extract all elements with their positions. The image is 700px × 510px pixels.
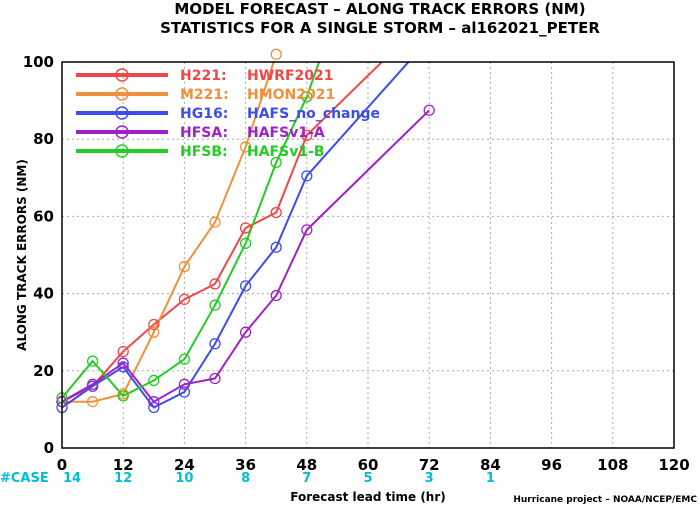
case-count: 1 [486, 471, 495, 486]
legend-name: H221: [180, 68, 227, 84]
legend-marker [115, 87, 129, 101]
data-point [239, 237, 252, 250]
data-point [178, 386, 191, 398]
plot-frame [61, 61, 675, 449]
data-point [209, 372, 221, 385]
legend-marker [115, 106, 129, 120]
legend-desc: HAFSv1-A [247, 125, 325, 141]
x-tick-label: 48 [296, 456, 317, 474]
data-point [209, 216, 221, 228]
data-point [148, 318, 160, 331]
case-count: 7 [302, 471, 311, 486]
x-tick-label: 60 [358, 456, 379, 474]
x-tick-label: 36 [235, 456, 256, 474]
case-count: 5 [363, 471, 372, 486]
data-point [301, 129, 313, 141]
y-tick-label: 60 [33, 207, 54, 225]
data-point [148, 374, 160, 387]
series-line [62, 62, 384, 403]
y-axis-label: ALONG TRACK ERRORS (NM) [15, 159, 29, 351]
data-point [86, 378, 99, 390]
data-point [239, 141, 252, 153]
data-point [178, 353, 191, 365]
data-point [209, 299, 221, 311]
data-point [178, 293, 191, 306]
data-markers [56, 48, 435, 414]
data-point [117, 345, 129, 358]
x-tick-label: 72 [419, 456, 440, 474]
series-line [62, 62, 275, 403]
data-point [117, 357, 129, 369]
legend: H221: HWRF2021 M221: HMON2021 HG16: HAFS_no_c… [76, 68, 380, 160]
legend-marker [115, 144, 129, 158]
y-tick-label: 20 [33, 362, 54, 380]
axis-ticks: 0 12 24 36 48 60 72 84 96 108 120 0 20 40 60 80 100 [23, 53, 690, 474]
case-count: 14 [63, 471, 81, 486]
x-tick-label: 96 [541, 456, 562, 474]
legend-name: M221: [180, 87, 229, 103]
x-tick-label: 12 [113, 456, 134, 474]
data-point [301, 170, 313, 182]
data-point [270, 289, 282, 302]
data-point [270, 241, 282, 253]
data-point [209, 278, 221, 290]
data-point [117, 390, 129, 402]
legend-desc: HAFSv1-B [247, 144, 325, 160]
x-tick-label: 120 [658, 456, 689, 474]
x-tick-label: 84 [480, 456, 501, 474]
data-point [178, 378, 191, 390]
case-count: 3 [425, 471, 434, 486]
data-point [301, 224, 313, 236]
data-point [117, 361, 129, 373]
x-tick-label: 0 [57, 456, 67, 474]
data-point [239, 326, 252, 338]
chart-title: MODEL FORECAST – ALONG TRACK ERRORS (NM) [174, 0, 585, 18]
data-point [239, 280, 252, 292]
x-tick-label: 24 [174, 456, 195, 474]
case-count: 10 [175, 471, 193, 486]
y-tick-label: 100 [23, 53, 54, 71]
series-line [62, 62, 321, 399]
credit-text: Hurricane project – NOAA/NCEP/EMC [513, 495, 697, 505]
y-tick-label: 0 [44, 439, 54, 457]
x-tick-label: 108 [597, 456, 628, 474]
legend-name: HG16: [180, 106, 228, 122]
data-series [62, 62, 430, 409]
data-point [148, 326, 160, 338]
data-point [209, 338, 221, 350]
data-point [239, 222, 252, 234]
legend-name: HFSB: [180, 144, 228, 160]
legend-desc: HWRF2021 [247, 68, 333, 84]
series-line [62, 62, 410, 409]
data-point [301, 91, 313, 103]
data-point [148, 396, 160, 408]
legend-desc: HMON2021 [247, 87, 335, 103]
legend-marker [115, 125, 129, 139]
data-point [270, 206, 282, 219]
data-point [86, 355, 99, 367]
data-point [86, 396, 99, 408]
data-point [270, 48, 282, 60]
grid-lines [62, 62, 674, 448]
series-line [62, 109, 430, 403]
data-point [423, 104, 435, 116]
case-count: 12 [114, 471, 132, 486]
case-counts: #CASE 14 12 10 8 7 5 3 1 [0, 471, 495, 486]
legend-desc: HAFS_no_change [247, 106, 380, 122]
data-point [178, 260, 191, 273]
x-axis-label: Forecast lead time (hr) [290, 490, 446, 504]
data-point [270, 156, 282, 169]
y-tick-label: 40 [33, 285, 54, 303]
case-count: 8 [241, 471, 250, 486]
data-point [148, 401, 160, 414]
y-tick-label: 80 [33, 130, 54, 148]
legend-name: HFSA: [180, 125, 228, 141]
chart-subtitle: STATISTICS FOR A SINGLE STORM – al162021… [160, 19, 600, 37]
legend-marker [115, 68, 129, 82]
case-label: #CASE [0, 471, 49, 486]
